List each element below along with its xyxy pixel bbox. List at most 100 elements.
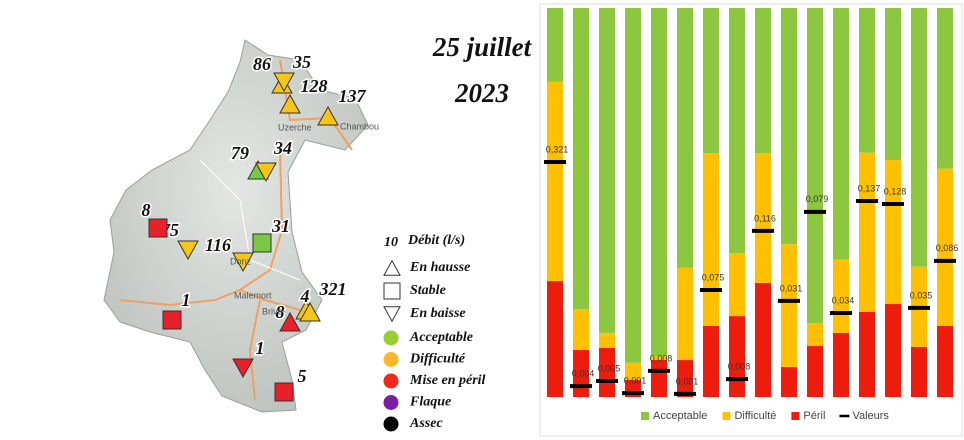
town-label: Donz [230, 256, 252, 266]
station-label: 4 [300, 286, 310, 306]
value-annotation: 0,035 [910, 290, 933, 300]
bar-segment [599, 347, 615, 397]
bar-segment [911, 8, 927, 267]
map [103, 39, 369, 413]
station-label: 137 [339, 86, 367, 106]
legend-label: Assec [409, 416, 443, 431]
station-marker [274, 382, 294, 402]
bar-segment [547, 281, 563, 397]
value-annotation: 0,075 [702, 272, 725, 282]
bar-segment [703, 153, 719, 326]
bar-segment [885, 304, 901, 397]
value-annotation: 0,116 [754, 213, 776, 223]
bar-segment [859, 311, 875, 397]
town-label: Chambou [340, 121, 379, 131]
legend-label: Péril [803, 410, 825, 422]
station-marker [299, 301, 321, 322]
value-annotation: 0,128 [884, 186, 907, 196]
bar-segment [807, 8, 823, 324]
station-marker [317, 105, 339, 126]
bar-segment [625, 8, 641, 363]
bar-segment [625, 362, 641, 380]
station-label: 321 [319, 279, 347, 299]
map-title: 25 juillet [432, 32, 533, 62]
station-label: 1 [256, 338, 265, 358]
bar-segment [677, 360, 693, 397]
bar-segment [807, 346, 823, 397]
value-annotation: 0,137 [858, 183, 881, 193]
bar-segment [729, 316, 745, 397]
station-marker [148, 218, 168, 238]
value-annotation: 0,086 [936, 243, 959, 253]
legend-size-value: 10 [384, 235, 398, 250]
bar-segment [781, 367, 797, 397]
station-label: 34 [273, 138, 292, 158]
bar-segment [729, 8, 745, 254]
legend-label: Stable [410, 283, 446, 298]
legend-swatch [722, 412, 731, 420]
legend-swatch [383, 330, 399, 346]
bar-segment [911, 346, 927, 397]
bar-segment [755, 283, 771, 397]
legend-label: Valeurs [852, 410, 889, 422]
legend-label: Acceptable [653, 410, 707, 422]
value-annotation: 0,031 [780, 283, 803, 293]
bar-segment [937, 325, 953, 397]
legend-label: En hausse [409, 260, 470, 275]
bar-segment [885, 160, 901, 305]
legend-shape [383, 259, 401, 276]
bar-segment [781, 244, 797, 368]
legend-shape [383, 282, 401, 300]
bar-segment [547, 81, 563, 282]
legend-swatch [383, 395, 399, 410]
value-annotation: 0,005 [598, 363, 621, 373]
value-annotation: 0,004 [572, 368, 595, 378]
bar-segment [833, 8, 849, 260]
legend-label: Flaque [409, 395, 451, 410]
bar-segment [833, 332, 849, 397]
road [199, 159, 301, 281]
bar-segment [651, 360, 667, 397]
bar-segment [755, 8, 771, 154]
map-title: 2023 [454, 78, 509, 108]
bar-segment [729, 253, 745, 317]
bar-segment [573, 309, 589, 350]
value-annotation: 0,034 [832, 295, 855, 305]
station-marker [232, 252, 254, 273]
bar-segment [937, 168, 953, 326]
value-annotation: 0,008 [728, 361, 751, 371]
station-marker [255, 162, 277, 183]
bar-segment [547, 8, 563, 82]
legend-size-label: Débit (l/s) [407, 233, 465, 248]
legend-label: En baisse [409, 306, 466, 321]
town-label: Malemort [234, 290, 272, 300]
station-marker [177, 240, 199, 261]
bar-segment [807, 323, 823, 347]
legend-label: Difficulté [734, 410, 776, 422]
legend-label: Difficulté [409, 352, 466, 367]
station-label: 128 [301, 76, 328, 96]
bar-segment [937, 8, 953, 169]
legend-swatch [641, 412, 649, 420]
bar-segment [651, 8, 667, 357]
bar-segment [781, 8, 797, 245]
value-annotation: 0,079 [806, 194, 829, 204]
chart-frame [539, 3, 963, 437]
value-annotation: 0,001 [676, 376, 699, 386]
bar-segment [677, 267, 693, 361]
bar-segment [599, 332, 615, 348]
value-annotation: 0,001 [624, 375, 647, 385]
legend-label: Mise en péril [409, 373, 486, 388]
legend-swatch [791, 412, 800, 420]
legend-label: Acceptable [409, 330, 473, 345]
bar-segment [859, 152, 875, 312]
department-shape [103, 39, 369, 413]
bar-segment [859, 8, 875, 153]
legend-swatch [383, 352, 399, 367]
bar-segment [573, 8, 589, 310]
bar-segment [703, 325, 719, 397]
bar-segment [599, 8, 615, 333]
bar-segment [677, 8, 693, 268]
